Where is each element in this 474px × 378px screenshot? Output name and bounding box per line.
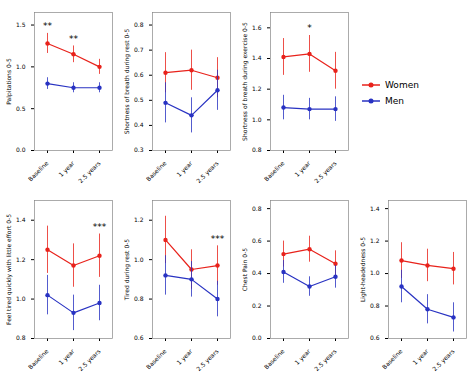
svg-text:0.4: 0.4 [134,121,144,128]
svg-text:0.5: 0.5 [134,96,144,103]
svg-text:0.5: 0.5 [16,105,26,112]
svg-text:1.2: 1.2 [370,237,380,244]
svg-text:Baseline: Baseline [381,347,404,370]
svg-text:0.6: 0.6 [370,334,380,341]
svg-text:1.6: 1.6 [252,24,262,31]
svg-text:*: * [307,23,312,33]
svg-text:0.8: 0.8 [134,21,144,28]
svg-text:2.5 years: 2.5 years [195,347,220,372]
svg-text:2.5 years: 2.5 years [431,347,456,372]
svg-text:Chest Pain 0-5: Chest Pain 0-5 [241,248,248,291]
svg-text:***: *** [93,222,107,232]
svg-text:0.7: 0.7 [134,46,144,53]
svg-text:1 year: 1 year [57,347,77,367]
svg-text:Shortness of breath during res: Shortness of breath during rest 0-5 [123,29,131,135]
svg-text:**: ** [43,21,53,31]
svg-text:Feel tired quickly with little: Feel tired quickly with little effort 0-… [5,214,13,325]
svg-text:0.4: 0.4 [252,269,262,276]
svg-text:2.5 years: 2.5 years [313,159,338,184]
svg-text:2.5 years: 2.5 years [77,159,102,184]
svg-text:1.2: 1.2 [252,85,262,92]
svg-text:Light-headedness 0-5: Light-headedness 0-5 [359,237,367,302]
svg-text:1 year: 1 year [175,347,195,367]
svg-text:Palpitations 0-5: Palpitations 0-5 [5,58,13,105]
svg-text:1.0: 1.0 [16,63,26,70]
svg-text:0.8: 0.8 [252,205,262,212]
svg-text:1.4: 1.4 [370,205,380,212]
svg-text:0.0: 0.0 [252,334,262,341]
svg-text:1.0: 1.0 [16,295,26,302]
svg-text:Baseline: Baseline [145,159,168,182]
svg-text:0.8: 0.8 [134,295,144,302]
svg-text:0.6: 0.6 [252,237,262,244]
svg-text:Baseline: Baseline [27,159,50,182]
html-text:Men: Men [385,96,404,106]
svg-text:1.5: 1.5 [16,21,26,28]
svg-text:0.2: 0.2 [252,302,262,309]
svg-text:0.8: 0.8 [16,334,26,341]
svg-text:1.4: 1.4 [16,216,26,223]
svg-text:Baseline: Baseline [263,159,286,182]
svg-text:1 year: 1 year [411,347,431,367]
svg-text:1.2: 1.2 [16,256,26,263]
svg-text:Shortness of breath during exe: Shortness of breath during exercise 0-5 [241,22,249,141]
svg-text:0.3: 0.3 [134,146,144,153]
svg-text:1 year: 1 year [175,159,195,179]
svg-text:1.0: 1.0 [134,256,144,263]
html-text:Women: Women [385,80,419,90]
svg-text:0.6: 0.6 [134,334,144,341]
svg-text:1.2: 1.2 [134,216,144,223]
svg-text:1.0: 1.0 [252,116,262,123]
svg-text:Baseline: Baseline [263,347,286,370]
svg-text:0.8: 0.8 [370,302,380,309]
svg-text:***: *** [211,234,225,244]
svg-text:1 year: 1 year [293,347,313,367]
svg-text:2.5 years: 2.5 years [195,159,220,184]
svg-text:1.4: 1.4 [252,54,262,61]
svg-text:0.0: 0.0 [16,146,26,153]
svg-text:2.5 years: 2.5 years [77,347,102,372]
svg-text:Baseline: Baseline [27,347,50,370]
svg-text:1 year: 1 year [293,159,313,179]
svg-text:0.6: 0.6 [134,71,144,78]
svg-text:**: ** [69,34,79,44]
svg-text:Baseline: Baseline [145,347,168,370]
svg-text:Tired during rest 0-5: Tired during rest 0-5 [123,239,131,302]
svg-text:1.0: 1.0 [370,269,380,276]
svg-text:1 year: 1 year [57,159,77,179]
svg-text:2.5 years: 2.5 years [313,347,338,372]
svg-text:0.8: 0.8 [252,146,262,153]
